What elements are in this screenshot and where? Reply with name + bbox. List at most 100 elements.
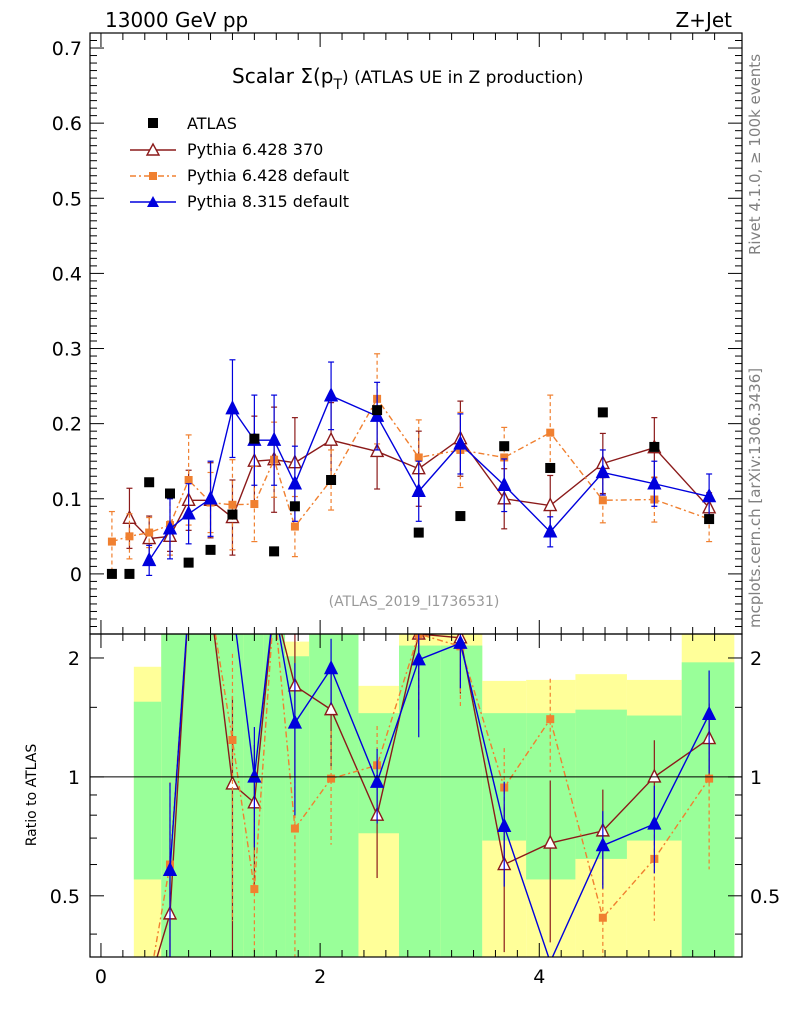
p8-ratio-point-17: [647, 815, 662, 830]
legend-atlas-label: ATLAS: [187, 114, 237, 133]
p8-ratio-point-9: [287, 714, 303, 729]
pdef-ratio-point-6: [228, 735, 237, 744]
pdef-point-6: [228, 500, 237, 509]
y-tick-label-1: 0.1: [52, 489, 82, 511]
band-inner-3: [263, 634, 286, 957]
ratio-tick-label-left-0: 0.5: [50, 886, 80, 908]
p8-ratio-point-12: [411, 651, 426, 666]
p8-point-2: [142, 551, 157, 567]
pdef-ratio-point-7: [250, 885, 259, 894]
plot-title-rest: ) (ATLAS UE in Z production): [342, 68, 584, 88]
y-tick-label-0: 0: [70, 564, 82, 586]
p8-main-line: [148, 394, 710, 561]
p8-ratio-point-11: [369, 773, 385, 788]
atlas-point-11: [372, 405, 383, 416]
p8-point-8: [266, 431, 282, 446]
p8-ratio-point-18: [701, 705, 717, 721]
x-tick-label-1: 2: [314, 966, 326, 988]
atlas-point-8: [269, 546, 280, 557]
p370-main-line: [128, 437, 710, 540]
plot-title-sub: T: [332, 77, 342, 93]
legend-pdef-marker: [149, 172, 157, 180]
legend-p370-marker: [145, 142, 161, 156]
p8-ratio-point-10: [323, 660, 339, 675]
p8-ratio-point-14: [497, 817, 512, 832]
header-left: 13000 GeV pp: [105, 8, 248, 32]
pdef-point-2: [145, 528, 154, 537]
rivet-label: Rivet 4.1.0, ≥ 100k events: [746, 54, 764, 255]
p370-ratio-point-17: [647, 768, 662, 783]
p8-ratio-point-7: [247, 768, 262, 783]
p8-ratio-point-16: [595, 837, 610, 852]
pdef-main-line: [111, 397, 710, 543]
atlas-point-9: [289, 501, 300, 512]
band-inner-2: [243, 634, 264, 957]
legend-p8-marker: [147, 196, 159, 207]
p8-point-14: [497, 476, 512, 491]
main-series-group: [107, 353, 717, 577]
atlas-point-5: [205, 544, 216, 555]
p8-point-4: [181, 505, 196, 520]
atlas-point-16: [597, 407, 608, 418]
pdef-point-16: [598, 496, 607, 505]
ratio-series-group: [153, 634, 717, 957]
band-inner-4: [285, 656, 310, 957]
legend-p8-label: Pythia 8.315 default: [187, 192, 349, 211]
band-inner-1: [161, 634, 244, 957]
ratio-tick-label-left-1: 1: [68, 767, 80, 789]
p370-ratio-point-10: [323, 701, 339, 716]
p370-point-2: [142, 530, 157, 545]
atlas-point-13: [455, 511, 466, 522]
atlas-point-15: [545, 462, 556, 473]
y-tick-label-7: 0.7: [52, 38, 82, 60]
ratio-tick-label-right-1: 1: [750, 767, 762, 789]
p8-ratio-point-3: [162, 861, 178, 877]
atlas-point-18: [704, 514, 715, 525]
ratio-frame: [89, 633, 743, 958]
atlas-point-1: [124, 568, 135, 579]
atlas-point-3: [164, 488, 175, 499]
legend-p370-label: Pythia 6.428 370: [187, 140, 323, 159]
pdef-point-12: [414, 453, 423, 462]
x-tick-label-0: 0: [95, 966, 107, 988]
p8-point-5: [203, 490, 218, 505]
y-tick-label-2: 0.2: [52, 414, 82, 436]
atlas-point-2: [144, 477, 155, 488]
band-inner-8: [440, 645, 483, 957]
ratio-tick-label-left-2: 2: [68, 648, 80, 670]
ratio-uncertainty-bands: [133, 634, 735, 957]
p8-ratio-line: [169, 634, 710, 957]
pdef-ratio-point-18: [705, 774, 714, 783]
atlas-data-points: [106, 405, 715, 579]
pdef-point-4: [184, 475, 193, 484]
pdef-point-15: [546, 428, 555, 437]
legend: ATLAS Pythia 6.428 370 Pythia 6.428 defa…: [130, 114, 349, 211]
p8-point-11: [369, 407, 385, 422]
legend-atlas-marker: [148, 118, 158, 128]
p8-point-13: [453, 435, 468, 450]
p8-point-15: [543, 523, 558, 538]
y-tick-label-5: 0.5: [52, 188, 82, 210]
atlas-point-4: [183, 557, 194, 568]
atlas-point-14: [499, 441, 510, 452]
pdef-point-7: [250, 500, 259, 509]
atlas-point-10: [326, 474, 337, 485]
p8-point-9: [287, 475, 303, 490]
p8-ratio-point-13: [453, 634, 468, 649]
analysis-id: (ATLAS_2019_I1736531): [329, 594, 500, 610]
band-inner-5: [309, 634, 359, 957]
pdef-point-14: [500, 453, 509, 462]
header-right: Z+Jet: [675, 8, 732, 32]
pdef-point-0: [107, 537, 116, 546]
p8-point-10: [323, 387, 339, 402]
ratio-tick-label-right-0: 0.5: [750, 886, 780, 908]
atlas-point-17: [649, 441, 660, 452]
atlas-point-12: [413, 527, 424, 538]
atlas-point-0: [106, 568, 117, 579]
pdef-ratio-point-10: [327, 774, 336, 783]
mcplots-label: mcplots.cern.ch [arXiv:1306.3436]: [746, 368, 764, 628]
plot-title: Scalar Σ(pT) (ATLAS UE in Z production): [232, 64, 584, 93]
band-inner-0: [133, 701, 162, 880]
y-tick-label-6: 0.6: [52, 113, 82, 135]
